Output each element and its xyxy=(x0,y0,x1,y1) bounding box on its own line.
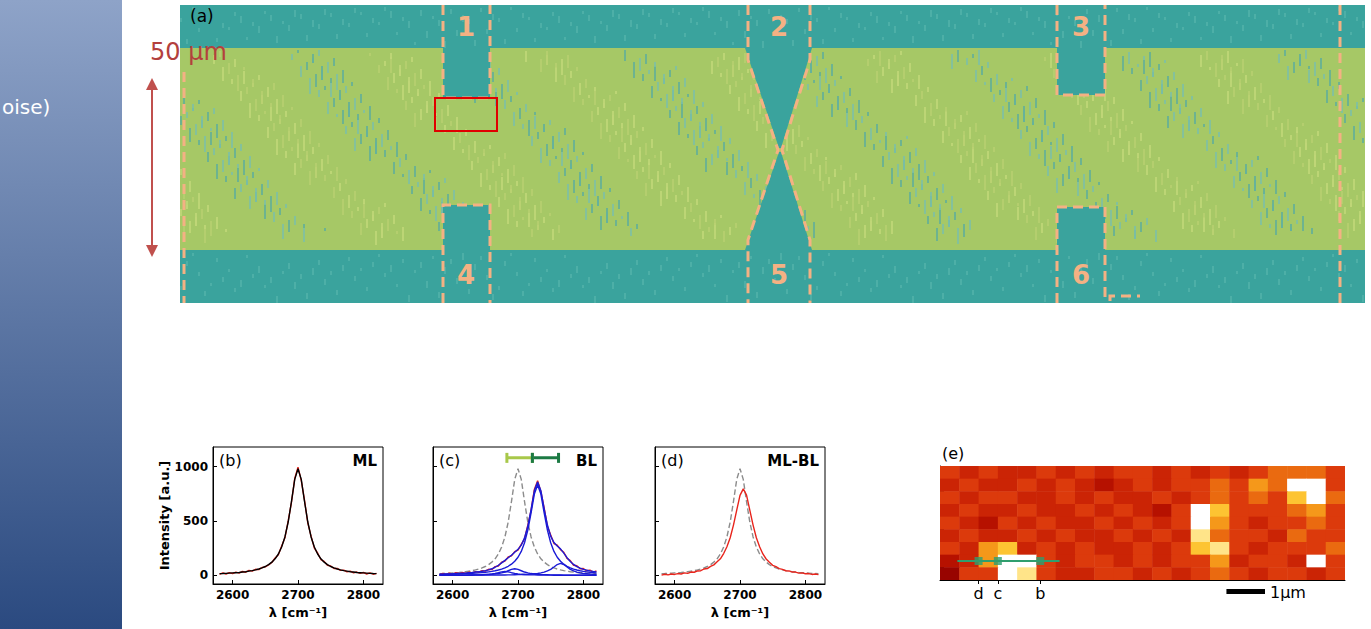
svg-text:2: 2 xyxy=(770,12,788,42)
svg-text:1000: 1000 xyxy=(175,460,208,474)
svg-text:Intensity [a.u.]: Intensity [a.u.] xyxy=(157,461,172,571)
svg-text:ML: ML xyxy=(353,452,378,470)
svg-text:(c): (c) xyxy=(439,451,460,470)
svg-text:ML-BL: ML-BL xyxy=(767,452,819,470)
svg-text:2800: 2800 xyxy=(567,588,600,602)
svg-text:2700: 2700 xyxy=(501,588,534,602)
svg-text:2600: 2600 xyxy=(658,588,691,602)
svg-text:λ [cm⁻¹]: λ [cm⁻¹] xyxy=(269,605,327,620)
svg-text:2700: 2700 xyxy=(281,588,314,602)
svg-text:b: b xyxy=(1035,584,1045,603)
svg-text:(a): (a) xyxy=(190,6,214,26)
svg-text:BL: BL xyxy=(576,452,597,470)
svg-text:500: 500 xyxy=(183,514,208,528)
svg-text:(e): (e) xyxy=(942,444,964,463)
svg-text:3: 3 xyxy=(1072,12,1090,42)
svg-text:2600: 2600 xyxy=(216,588,249,602)
svg-text:50 μm: 50 μm xyxy=(150,38,227,66)
svg-text:λ [cm⁻¹]: λ [cm⁻¹] xyxy=(711,605,769,620)
svg-text:λ [cm⁻¹]: λ [cm⁻¹] xyxy=(489,605,547,620)
svg-text:2800: 2800 xyxy=(347,588,380,602)
svg-text:oise): oise) xyxy=(2,95,50,119)
svg-text:5: 5 xyxy=(770,260,788,290)
svg-text:2800: 2800 xyxy=(789,588,822,602)
svg-text:1: 1 xyxy=(457,12,475,42)
svg-text:4: 4 xyxy=(457,260,475,290)
svg-text:0: 0 xyxy=(200,568,208,582)
svg-text:2600: 2600 xyxy=(436,588,469,602)
svg-text:(b): (b) xyxy=(219,451,242,470)
svg-text:d: d xyxy=(973,584,983,603)
svg-text:2700: 2700 xyxy=(723,588,756,602)
svg-text:c: c xyxy=(993,584,1002,603)
svg-text:1μm: 1μm xyxy=(1270,583,1306,602)
svg-text:6: 6 xyxy=(1072,260,1090,290)
svg-text:(d): (d) xyxy=(661,451,684,470)
